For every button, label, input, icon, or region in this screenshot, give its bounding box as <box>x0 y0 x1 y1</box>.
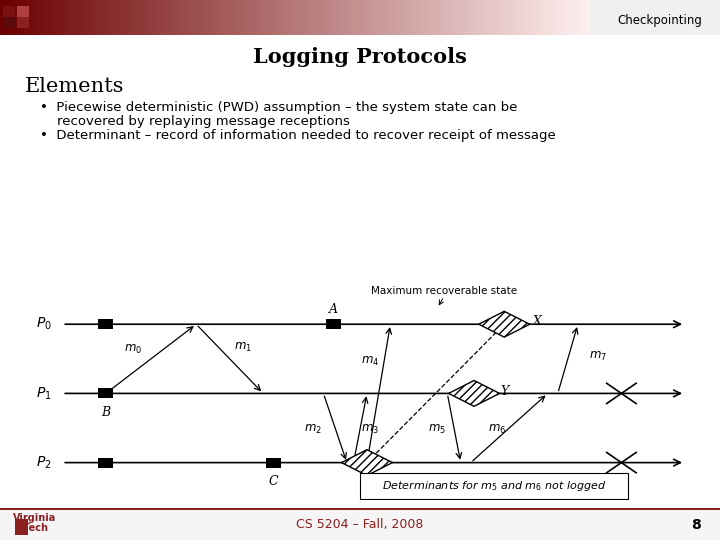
Text: recovered by replaying message receptions: recovered by replaying message reception… <box>40 115 349 128</box>
Polygon shape <box>449 381 500 406</box>
Text: Maximum recoverable state: Maximum recoverable state <box>371 286 517 296</box>
Text: Tech: Tech <box>13 523 48 533</box>
Text: Y: Y <box>501 384 509 397</box>
Text: Elements: Elements <box>25 77 125 96</box>
Bar <box>326 319 341 329</box>
Bar <box>99 388 113 399</box>
Text: $m_5$: $m_5$ <box>428 423 446 436</box>
Bar <box>99 319 113 329</box>
Text: Z: Z <box>364 476 373 489</box>
Text: $m_7$: $m_7$ <box>589 350 607 363</box>
Text: •  Piecewise deterministic (PWD) assumption – the system state can be: • Piecewise deterministic (PWD) assumpti… <box>40 102 517 114</box>
Text: Checkpointing: Checkpointing <box>617 14 702 27</box>
Text: $m_1$: $m_1$ <box>234 341 252 354</box>
Text: $P_1$: $P_1$ <box>36 385 51 402</box>
Text: •  Determinant – record of information needed to recover receipt of message: • Determinant – record of information ne… <box>40 129 555 141</box>
Text: Virginia: Virginia <box>13 514 56 523</box>
Text: C: C <box>269 476 278 489</box>
Text: $P_0$: $P_0$ <box>35 316 51 333</box>
Text: $m_3$: $m_3$ <box>361 423 379 436</box>
Text: Logging Protocols: Logging Protocols <box>253 47 467 68</box>
Text: X: X <box>532 315 541 328</box>
Text: CS 5204 – Fall, 2008: CS 5204 – Fall, 2008 <box>297 518 423 531</box>
Text: $m_2$: $m_2$ <box>305 423 323 436</box>
Text: $\it{Determinants\ for\ m_5\ and\ m_6\ not\ logged}$: $\it{Determinants\ for\ m_5\ and\ m_6\ n… <box>382 479 606 493</box>
Text: $m_0$: $m_0$ <box>124 343 142 356</box>
Bar <box>99 457 113 468</box>
Text: A: A <box>329 303 338 316</box>
Polygon shape <box>341 450 392 476</box>
Bar <box>266 457 281 468</box>
Bar <box>360 473 628 498</box>
Text: $m_6$: $m_6$ <box>488 423 507 436</box>
Polygon shape <box>479 311 530 337</box>
Text: $m_4$: $m_4$ <box>361 355 379 368</box>
Text: $P_2$: $P_2$ <box>36 454 51 471</box>
Text: 8: 8 <box>690 518 701 532</box>
Text: B: B <box>102 406 110 419</box>
